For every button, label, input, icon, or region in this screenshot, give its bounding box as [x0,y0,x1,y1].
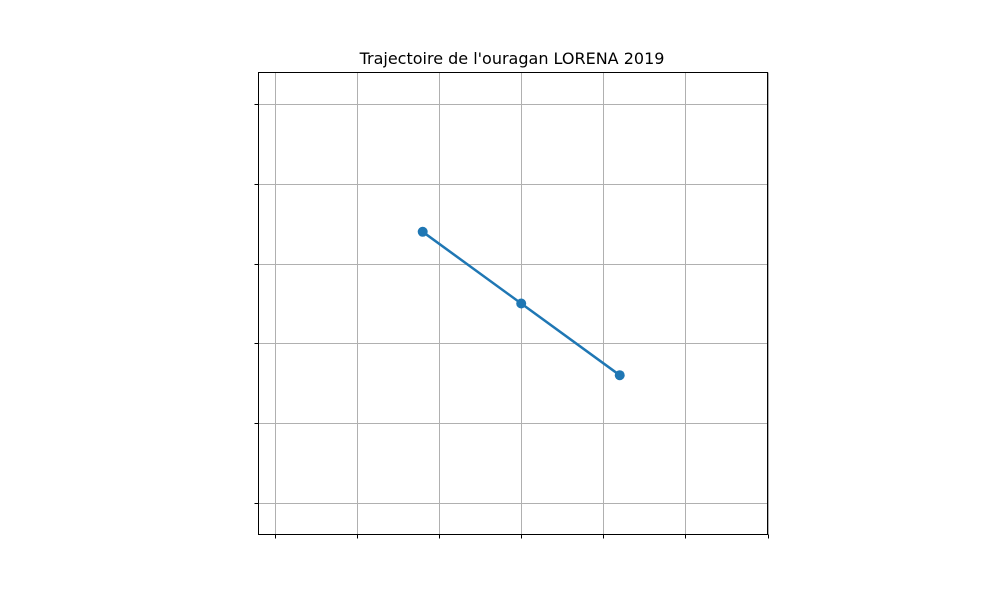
series-layer [417,226,625,381]
plot-frame [258,72,768,535]
axis-ticks [254,104,769,539]
trajectory-point-2 [614,370,625,381]
trajectory-point-0 [417,226,428,237]
trajectory-point-1 [516,298,527,309]
grid [258,72,769,535]
chart-title: Trajectoire de l'ouragan LORENA 2019 [359,49,665,68]
